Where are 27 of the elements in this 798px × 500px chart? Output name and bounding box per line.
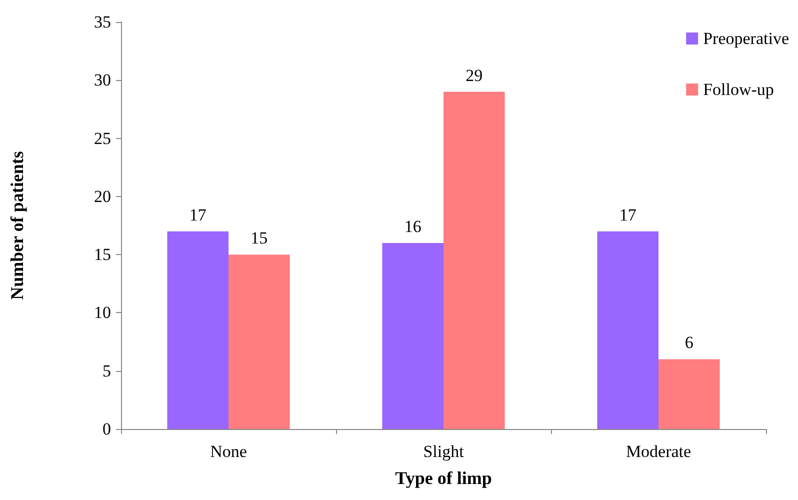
data-label: 29: [466, 66, 483, 85]
x-tick-label: None: [210, 442, 247, 461]
data-label: 15: [250, 228, 268, 248]
y-tick-label: 25: [94, 128, 111, 148]
x-axis-title: Type of limp: [395, 468, 492, 488]
data-label: 17: [189, 205, 207, 224]
data-label: 17: [619, 205, 637, 224]
y-tick-label: 35: [94, 12, 111, 32]
legend-label: Follow-up: [703, 80, 774, 99]
y-tick-label: 15: [94, 245, 111, 264]
y-tick-label: 5: [102, 361, 111, 380]
y-tick-label: 30: [94, 70, 111, 90]
y-axis-title: Number of patients: [7, 151, 27, 300]
y-tick-label: 20: [94, 186, 111, 206]
data-label: 16: [404, 216, 422, 236]
legend-label: Preoperative: [703, 29, 789, 48]
bar: [382, 242, 444, 429]
x-tick-label: Moderate: [626, 442, 692, 461]
y-tick-label: 10: [94, 303, 111, 322]
bar: [658, 359, 720, 429]
x-tick-label: Slight: [423, 442, 464, 461]
bar: [597, 231, 658, 429]
bar: [228, 254, 290, 429]
y-tick-label: 0: [102, 420, 111, 438]
bar: [444, 92, 505, 429]
data-label: 6: [684, 333, 694, 352]
bar: [167, 231, 228, 429]
